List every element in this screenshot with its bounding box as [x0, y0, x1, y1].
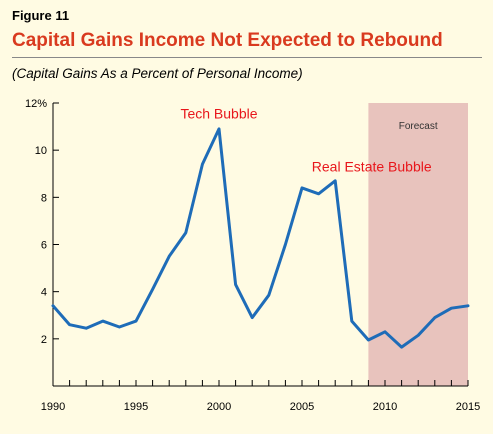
figure-label: Figure 11	[12, 8, 70, 23]
title-divider	[12, 57, 482, 58]
x-tick-label: 2010	[373, 401, 397, 413]
y-tick-label: 10	[35, 145, 47, 157]
y-tick-label: 12%	[25, 98, 47, 110]
chart-subtitle: (Capital Gains As a Percent of Personal …	[12, 66, 303, 81]
x-tick-label: 2005	[290, 401, 314, 413]
x-tick-label: 2000	[207, 401, 231, 413]
forecast-label: Forecast	[399, 121, 438, 132]
ticks: 2 4 6 8 10 12% 1990 1995 2000 2005 2010 2015	[25, 98, 480, 413]
y-tick-label: 4	[41, 287, 47, 299]
x-tick-label: 2015	[456, 401, 480, 413]
x-tick-label: 1990	[41, 401, 65, 413]
annotations: Tech Bubble Real Estate Bubble	[180, 105, 431, 174]
chart-title: Capital Gains Income Not Expected to Reb…	[12, 30, 443, 51]
forecast-band	[368, 103, 468, 386]
annotation-label: Tech Bubble	[180, 105, 257, 121]
y-tick-label: 6	[41, 240, 47, 252]
series-line	[51, 127, 470, 349]
y-tick-label: 2	[41, 334, 47, 346]
annotation-label: Real Estate Bubble	[312, 158, 432, 174]
x-tick-label: 1995	[124, 401, 148, 413]
y-tick-label: 8	[41, 192, 47, 204]
